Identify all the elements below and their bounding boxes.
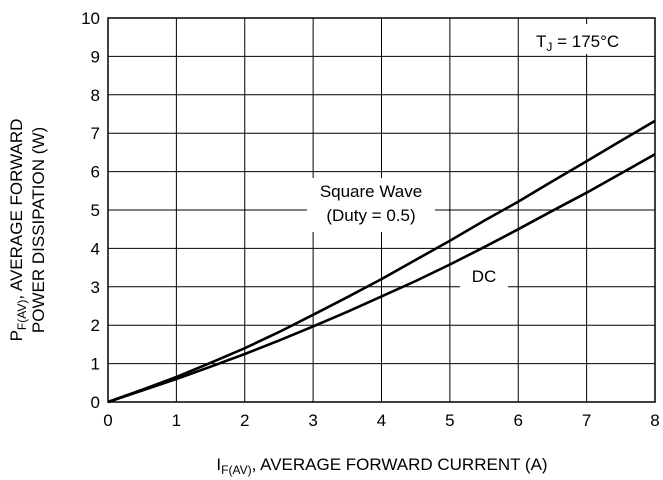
plot-border	[107, 17, 656, 403]
y-axis-label-line1: PF(AV), AVERAGE FORWARD	[7, 119, 29, 342]
y-tick-label: 5	[91, 201, 100, 220]
condition-label-bg	[527, 24, 653, 54]
series-line-1	[107, 153, 656, 404]
series-label: DC	[472, 267, 497, 286]
tick-labels: 0 1 2 3 4 5 6 7 8 0 1 2 3 4 5 6 7 8 9 10	[81, 9, 660, 430]
y-tick-label: 9	[91, 47, 100, 66]
x-tick-label: 5	[445, 411, 454, 430]
y-tick-label: 0	[91, 393, 100, 412]
y-tick-label: 10	[81, 9, 100, 28]
x-axis-label: IF(AV), AVERAGE FORWARD CURRENT (A)	[216, 455, 547, 477]
grid	[107, 17, 656, 403]
series-label-bg	[307, 178, 435, 232]
series-line-0	[107, 119, 656, 404]
x-tick-label: 2	[240, 411, 249, 430]
x-tick-label: 6	[514, 411, 523, 430]
series-labels: Square Wave (Duty = 0.5) DC	[307, 178, 508, 293]
series-label-bg	[460, 263, 508, 293]
y-tick-label: 6	[91, 163, 100, 182]
x-tick-label: 4	[377, 411, 386, 430]
y-tick-label: 2	[91, 316, 100, 335]
series-label: (Duty = 0.5)	[326, 206, 415, 225]
x-tick-label: 8	[650, 411, 659, 430]
x-tick-label: 7	[582, 411, 591, 430]
y-tick-label: 4	[91, 239, 100, 258]
condition-label: TJ = 175°C	[536, 32, 619, 54]
y-tick-label: 1	[91, 355, 100, 374]
y-tick-label: 8	[91, 86, 100, 105]
y-tick-label: 7	[91, 124, 100, 143]
y-axis-label-line2: POWER DISSIPATION (W)	[29, 127, 48, 333]
series-group	[107, 119, 656, 404]
x-tick-label: 0	[103, 411, 112, 430]
x-tick-label: 3	[308, 411, 317, 430]
series-label: Square Wave	[320, 182, 422, 201]
x-tick-label: 1	[172, 411, 181, 430]
y-tick-label: 3	[91, 278, 100, 297]
